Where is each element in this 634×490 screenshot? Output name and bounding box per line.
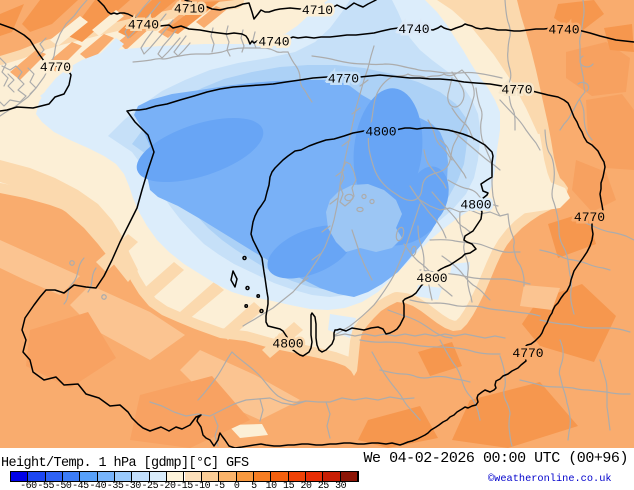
svg-text:4710: 4710: [174, 2, 205, 17]
svg-text:4770: 4770: [574, 210, 605, 225]
svg-text:4710: 4710: [302, 3, 333, 18]
svg-text:4770: 4770: [501, 83, 532, 98]
svg-text:4800: 4800: [272, 337, 303, 352]
svg-text:4770: 4770: [512, 346, 543, 361]
svg-text:4800: 4800: [460, 198, 491, 213]
svg-text:4740: 4740: [548, 23, 579, 38]
svg-text:4800: 4800: [416, 271, 447, 286]
svg-text:4770: 4770: [328, 72, 359, 87]
svg-text:4740: 4740: [258, 35, 289, 50]
svg-text:4740: 4740: [128, 18, 159, 33]
svg-text:4770: 4770: [40, 60, 71, 75]
svg-text:4800: 4800: [365, 125, 396, 140]
svg-text:4740: 4740: [398, 22, 429, 37]
